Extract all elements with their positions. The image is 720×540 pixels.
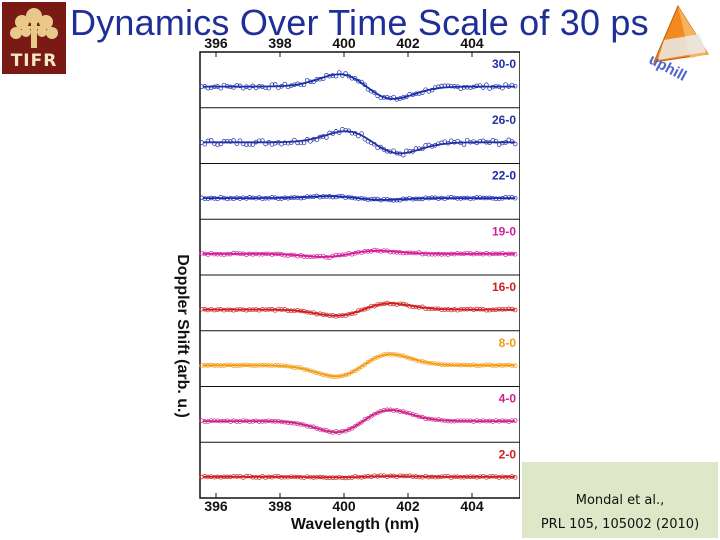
top-tick-label: 404: [460, 36, 484, 51]
fit-line: [203, 353, 516, 378]
top-tick-label: 402: [396, 36, 420, 51]
series-label: 4-0: [499, 392, 517, 406]
spectra-chart: 396 398 400 402 404 396 398 400 402 404 30-0 26-0…: [174, 36, 520, 533]
citation-authors: Mondal et al.,: [575, 493, 665, 508]
series-label: 19-0: [492, 224, 516, 238]
top-tick-label: 400: [332, 36, 356, 51]
uphill-logo: uphill: [640, 0, 720, 88]
fit-line: [203, 130, 516, 155]
bottom-tick-labels: 396 398 400 402 404: [204, 493, 484, 514]
bottom-tick-label: 398: [268, 498, 292, 514]
slide-title: Dynamics Over Time Scale of 30 ps: [70, 2, 649, 43]
series-label: 22-0: [492, 169, 516, 183]
series-label: 26-0: [492, 113, 516, 127]
top-tick-labels: 396 398 400 402 404: [204, 36, 484, 57]
series-label: 16-0: [492, 280, 516, 294]
fit-line: [203, 73, 516, 100]
y-axis-title: Doppler Shift (arb. u.): [174, 254, 191, 418]
fit-line: [203, 409, 516, 433]
bottom-tick-label: 396: [204, 498, 228, 514]
x-axis-title: Wavelength (nm): [291, 516, 419, 533]
tifr-text: TIFR: [10, 51, 58, 71]
fit-line: [203, 475, 516, 479]
fit-line: [203, 195, 516, 201]
fit-line: [203, 302, 516, 317]
series-label: 30-0: [492, 57, 516, 71]
data-point: [352, 423, 358, 429]
fit-line: [203, 249, 516, 258]
data-point: [356, 421, 361, 427]
bottom-tick-label: 400: [332, 498, 356, 514]
top-tick-label: 396: [204, 36, 228, 51]
citation-reference: PRL 105, 105002 (2010): [540, 517, 700, 532]
series-label: 2-0: [499, 447, 517, 461]
series-label: 8-0: [499, 336, 517, 350]
trace-panels: 30-0 26-0 22-0 19-0 16-0 8-0 4-0 2-0: [199, 57, 520, 481]
bottom-tick-label: 404: [460, 498, 484, 514]
data-point: [359, 419, 364, 425]
tree-icon: [10, 8, 58, 48]
bottom-tick-label: 402: [396, 498, 420, 514]
top-tick-label: 398: [268, 36, 292, 51]
citation-box: Mondal et al., PRL 105, 105002 (2010): [522, 462, 718, 538]
tifr-logo: TIFR: [2, 2, 66, 74]
